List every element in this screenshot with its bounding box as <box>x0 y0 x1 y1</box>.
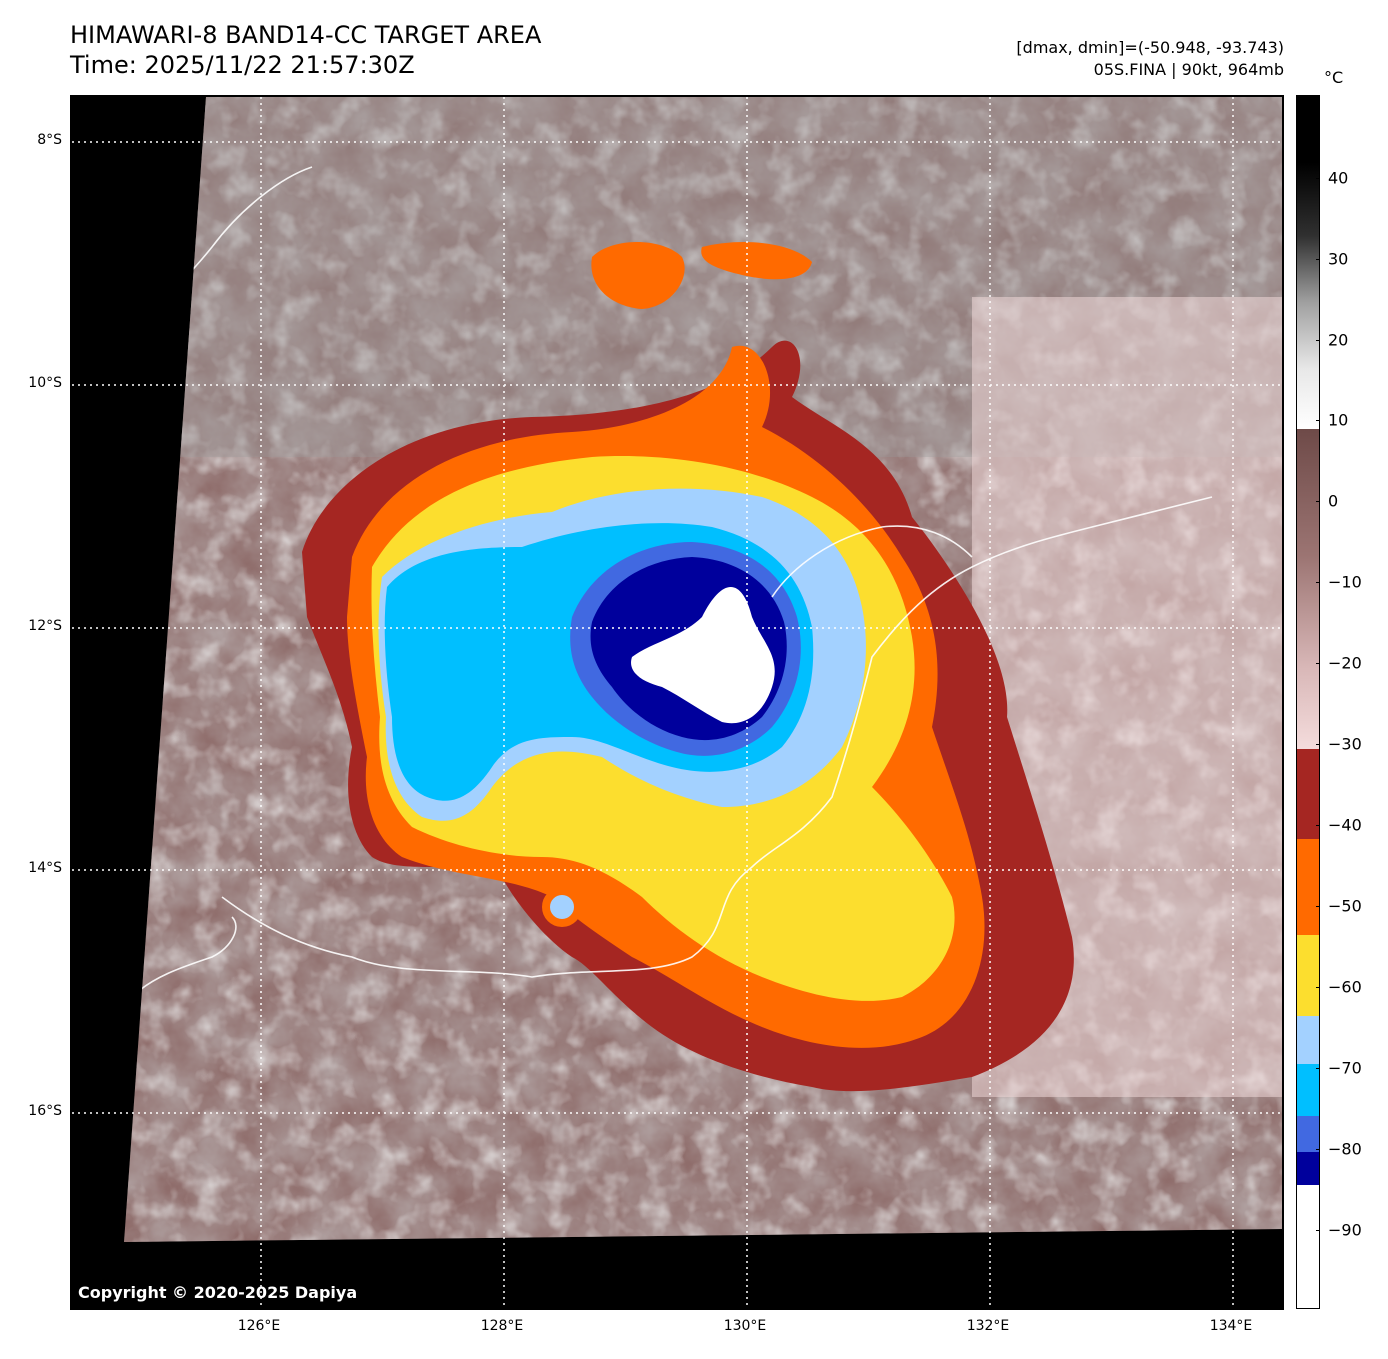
colorbar-tick-mark <box>1316 987 1320 988</box>
coastline-arnhem <box>771 525 973 598</box>
coastline-australia <box>221 496 1213 978</box>
lon-label: 126°E <box>237 1318 281 1334</box>
small-cell <box>542 887 582 927</box>
colorbar-tick-mark <box>1316 582 1320 583</box>
imagery-swath <box>124 97 1282 1242</box>
lat-label: 12°S <box>28 618 62 634</box>
colorbar-band-40 <box>1297 749 1319 839</box>
colorbar-unit: °C <box>1324 68 1344 87</box>
colorbar-grayscale <box>1297 96 1319 429</box>
colorbar-tick-label: 10 <box>1328 410 1349 430</box>
colorbar-tick-mark <box>1316 825 1320 826</box>
colorbar-tick-mark <box>1316 501 1320 502</box>
colorbar-tick-label: −90 <box>1328 1220 1362 1240</box>
colorbar-band-60 <box>1297 935 1319 1016</box>
colorbar-band-85 <box>1297 1152 1319 1185</box>
range-text: [dmax, dmin]=(-50.948, -93.743) <box>1016 38 1284 57</box>
colorbar-tick-label: 0 <box>1328 491 1339 511</box>
colorbar-tick-mark <box>1316 906 1320 907</box>
colorbar-tick-mark <box>1316 1068 1320 1069</box>
colorbar-tick-label: −30 <box>1328 734 1362 754</box>
colorbar-band-70 <box>1297 1064 1319 1116</box>
colorbar-tick-label: 20 <box>1328 330 1349 350</box>
cloud-tops <box>302 242 1074 1092</box>
colorbar-tick-label: −50 <box>1328 896 1362 916</box>
coastline-timor <box>124 166 313 398</box>
colorbar-band-70-light <box>1297 1016 1319 1064</box>
colorbar-tick-label: 40 <box>1328 168 1349 188</box>
cloud-band-90 <box>631 587 775 724</box>
lon-label: 130°E <box>723 1318 767 1334</box>
lon-label: 128°E <box>480 1318 524 1334</box>
lat-label: 8°S <box>37 132 62 148</box>
copyright-text: Copyright © 2020-2025 Dapiya <box>78 1283 358 1302</box>
colorbar-brown-pink <box>1297 429 1319 749</box>
colorbar-tick-label: −70 <box>1328 1058 1362 1078</box>
colorbar-tick-mark <box>1316 340 1320 341</box>
colorbar-band-90 <box>1297 1185 1319 1308</box>
colorbar-tick-mark <box>1316 259 1320 260</box>
colorbar-tick-label: −40 <box>1328 815 1362 835</box>
colorbar-tick-mark <box>1316 420 1320 421</box>
colorbar-tick-mark <box>1316 744 1320 745</box>
colorbar-tick-label: −80 <box>1328 1139 1362 1159</box>
colorbar-tick-mark <box>1316 178 1320 179</box>
lon-label: 134°E <box>1209 1318 1253 1334</box>
colorbar-tick-label: −60 <box>1328 977 1362 997</box>
lat-label: 10°S <box>28 375 62 391</box>
colorbar-tick-label: −20 <box>1328 653 1362 673</box>
satellite-map: Copyright © 2020-2025 Dapiya <box>70 95 1284 1310</box>
colorbar-tick-mark <box>1316 1149 1320 1150</box>
lat-label: 16°S <box>28 1103 62 1119</box>
colorbar-band-50 <box>1297 839 1319 935</box>
north-band-cell <box>591 242 685 309</box>
storm-info: [dmax, dmin]=(-50.948, -93.743) 05S.FINA… <box>1016 37 1284 81</box>
lat-label: 14°S <box>28 860 62 876</box>
chart-title: HIMAWARI-8 BAND14-CC TARGET AREA Time: 2… <box>70 20 541 80</box>
north-band-cell-2 <box>701 242 812 280</box>
title-line-1: HIMAWARI-8 BAND14-CC TARGET AREA <box>70 21 542 49</box>
colorbar-tick-mark <box>1316 663 1320 664</box>
coastline-kimberley <box>131 916 237 998</box>
colorbar-tick-mark <box>1316 1230 1320 1231</box>
title-line-2: Time: 2025/11/22 21:57:30Z <box>70 51 415 79</box>
colorbar-tick-label: −10 <box>1328 572 1362 592</box>
lon-label: 132°E <box>966 1318 1010 1334</box>
colorbar-band-80 <box>1297 1116 1319 1152</box>
storm-text: 05S.FINA | 90kt, 964mb <box>1093 60 1284 79</box>
graticule <box>72 97 1282 1308</box>
satellite-imagery <box>72 97 1282 1308</box>
colorbar-tick-label: 30 <box>1328 249 1349 269</box>
colorbar <box>1296 95 1320 1309</box>
